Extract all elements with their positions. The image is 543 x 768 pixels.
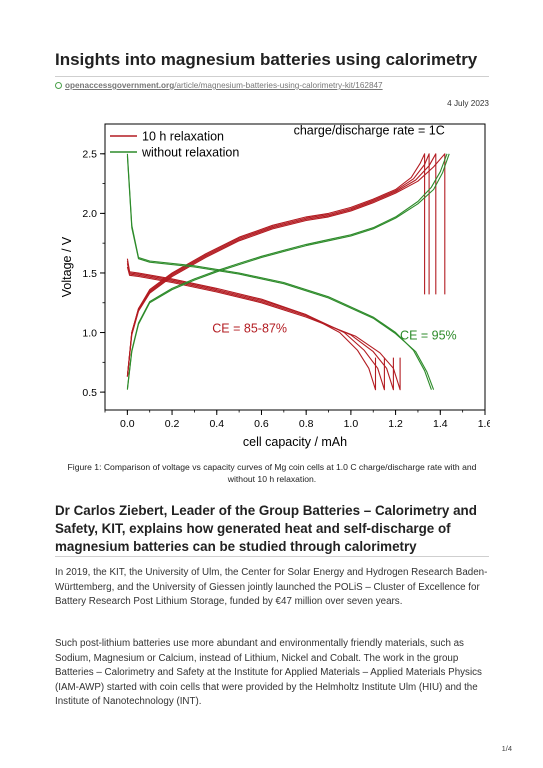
series-line-10 [126, 153, 450, 390]
y-tick-label: 0.5 [82, 387, 97, 399]
legend-label: 10 h relaxation [142, 130, 224, 144]
chart-annotation: CE = 85-87% [212, 322, 287, 336]
y-axis-label: Voltage / V [60, 236, 74, 297]
series-line-3 [126, 153, 437, 377]
series-line-1 [126, 153, 426, 377]
x-tick-label: 0.8 [299, 418, 314, 430]
series-line-5 [126, 258, 377, 391]
y-tick-label: 2.5 [82, 149, 97, 161]
x-tick-label: 0.2 [165, 418, 180, 430]
legend-label: without relaxation [141, 146, 239, 160]
series-line-2 [126, 153, 430, 377]
page-number: 1/4 [501, 744, 512, 753]
source-domain-link[interactable]: openaccessgovernment.org/article/magnesi… [65, 81, 383, 90]
x-tick-label: 0.4 [209, 418, 224, 430]
y-tick-label: 2.0 [82, 208, 97, 220]
series-line-12 [126, 156, 435, 390]
series-line-9 [126, 153, 448, 389]
title-divider [55, 76, 489, 77]
x-axis-label: cell capacity / mAh [243, 435, 347, 449]
series-line-8 [126, 266, 401, 391]
source-link-line: openaccessgovernment.org/article/magnesi… [55, 81, 495, 90]
chart-annotation: charge/discharge rate = 1C [294, 124, 445, 138]
series-line-6 [126, 260, 385, 391]
y-tick-label: 1.5 [82, 268, 97, 280]
series-line-7 [126, 263, 394, 391]
y-tick-label: 1.0 [82, 327, 97, 339]
subheading-divider [55, 556, 489, 557]
x-tick-label: 1.4 [433, 418, 448, 430]
x-tick-label: 0.6 [254, 418, 269, 430]
site-icon [55, 82, 62, 89]
chart-annotation: CE = 95% [400, 329, 457, 343]
paragraph-2: Such post-lithium batteries use more abu… [55, 638, 482, 708]
x-tick-label: 1.0 [344, 418, 359, 430]
article-date: 4 July 2023 [447, 99, 489, 108]
source-path: /article/magnesium-batteries-using-calor… [174, 81, 383, 90]
paragraph-1: In 2019, the KIT, the University of Ulm,… [55, 567, 488, 608]
article-subheading: Dr Carlos Ziebert, Leader of the Group B… [55, 503, 477, 554]
figure-caption: Figure 1: Comparison of voltage vs capac… [67, 462, 477, 484]
x-tick-label: 0.0 [120, 418, 135, 430]
x-tick-label: 1.2 [388, 418, 403, 430]
series-line-11 [126, 153, 432, 390]
x-tick-label: 1.6 [478, 418, 490, 430]
series-line-4 [126, 153, 446, 377]
voltage-capacity-chart: 0.0 0.2 0.4 0.6 0.8 1.0 1.2 1.4 1.6 0.5 1.0 1.5 2.0 2… [60, 123, 490, 449]
article-title: Insights into magnesium batteries using … [55, 50, 478, 69]
plot-frame [104, 123, 486, 411]
